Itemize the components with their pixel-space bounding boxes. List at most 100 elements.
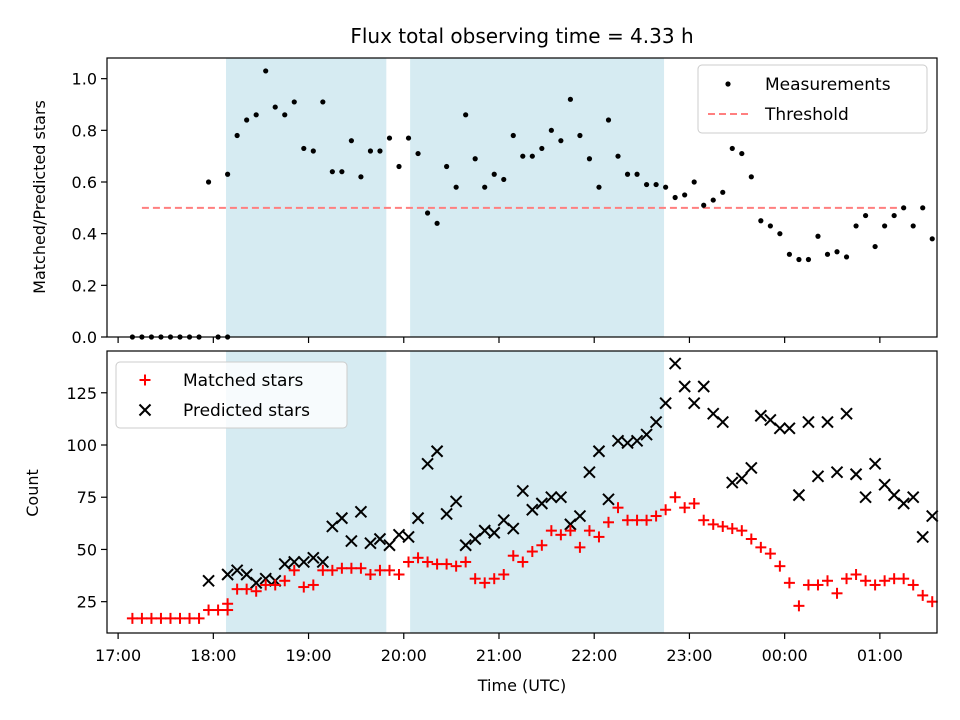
matched-point: [450, 560, 462, 572]
matched-point: [850, 569, 862, 581]
predicted-point: [640, 428, 653, 441]
matched-point: [707, 518, 719, 530]
measurement-point: [663, 184, 669, 190]
predicted-point: [488, 526, 501, 539]
matched-point: [469, 573, 481, 585]
matched-point: [174, 612, 186, 624]
measurement-point: [405, 135, 412, 141]
predicted-point: [830, 465, 844, 479]
matched-point: [364, 569, 376, 581]
matched-point: [298, 581, 310, 593]
predicted-point: [906, 491, 920, 504]
matched-point: [898, 573, 910, 585]
measurement-point: [501, 176, 507, 183]
matched-point: [222, 598, 234, 610]
matched-point: [269, 579, 281, 591]
matched-point: [307, 579, 319, 591]
bottom-legend: Matched stars Predicted stars: [115, 361, 348, 429]
predicted-point: [697, 380, 710, 393]
predicted-point: [335, 511, 349, 525]
matched-point: [907, 579, 919, 591]
matched-point: [288, 564, 300, 576]
matched-point: [602, 516, 614, 528]
measurement-point: [339, 169, 345, 175]
measurement-point: [424, 210, 431, 216]
measurement-point: [529, 153, 535, 159]
measurement-point: [310, 148, 316, 154]
matched-point: [660, 504, 672, 516]
predicted-point: [859, 491, 872, 504]
matched-point: [726, 523, 738, 535]
measurement-point: [263, 68, 269, 74]
top-legend-box: [697, 64, 928, 134]
measurement-point: [901, 205, 907, 211]
bottom-ytick-label: 125: [66, 384, 97, 403]
matched-point: [650, 510, 662, 522]
matched-point: [688, 497, 700, 509]
bottom-axes-frame: [106, 350, 938, 634]
measurement-point: [320, 99, 326, 105]
matched-point: [431, 558, 443, 570]
matched-point: [564, 525, 576, 537]
predicted-point: [383, 539, 396, 552]
matched-point: [326, 564, 338, 576]
matched-point: [612, 502, 624, 514]
matched-point: [441, 558, 453, 570]
predicted-point: [668, 357, 682, 370]
measurement-point: [786, 251, 793, 257]
bottom-panel: 25 50 75 100 125 17:00 18:00 19:00 20:00 21:00 22:…: [23, 350, 939, 695]
measurement-point: [234, 132, 240, 139]
predicted-point: [373, 532, 387, 546]
predicted-point: [792, 488, 806, 502]
legend-threshold-label: Threshold: [764, 105, 849, 125]
matched-point: [841, 573, 853, 585]
measurement-point: [605, 117, 612, 123]
measurement-point: [653, 181, 659, 188]
measurement-point: [767, 223, 773, 229]
predicted-point: [545, 491, 558, 504]
matched-point: [193, 612, 205, 624]
measurement-point: [748, 174, 754, 180]
matched-point: [774, 560, 786, 572]
xtick-label: 20:00: [381, 646, 427, 665]
matched-point: [488, 573, 500, 585]
matched-point: [812, 579, 824, 591]
matched-point: [260, 579, 272, 591]
legend-matched-label: Matched stars: [183, 371, 303, 391]
measurement-point: [701, 202, 707, 208]
measurement-point: [367, 148, 374, 154]
predicted-point: [411, 511, 425, 525]
matched-point: [136, 612, 148, 624]
matched-point: [793, 600, 805, 612]
matched-point: [517, 556, 529, 568]
predicted-point: [202, 574, 215, 587]
measurement-point: [434, 220, 440, 226]
predicted-point: [507, 522, 520, 535]
matched-point: [412, 552, 424, 564]
matched-point: [755, 541, 767, 553]
measurement-point: [463, 112, 469, 118]
predicted-point: [868, 457, 882, 471]
predicted-point: [611, 434, 625, 448]
matched-point: [555, 529, 567, 541]
matched-point: [422, 556, 434, 568]
matched-point: [583, 525, 595, 537]
predicted-point: [354, 505, 368, 519]
predicted-point: [745, 461, 758, 475]
predicted-point: [221, 568, 234, 581]
matched-point: [145, 612, 157, 624]
bottom-ytick-label: 75: [77, 488, 97, 507]
predicted-point: [478, 524, 491, 537]
predicted-point: [659, 397, 672, 410]
measurement-point: [253, 112, 259, 118]
matched-point: [860, 575, 872, 587]
predicted-point: [687, 397, 701, 410]
predicted-point: [402, 530, 415, 544]
top-ytick-label: 0.8: [72, 121, 97, 140]
matched-point: [802, 579, 814, 591]
measurement-point: [482, 184, 488, 190]
matched-point: [479, 577, 491, 589]
predicted-point: [421, 457, 434, 471]
measurement-point: [205, 179, 212, 185]
